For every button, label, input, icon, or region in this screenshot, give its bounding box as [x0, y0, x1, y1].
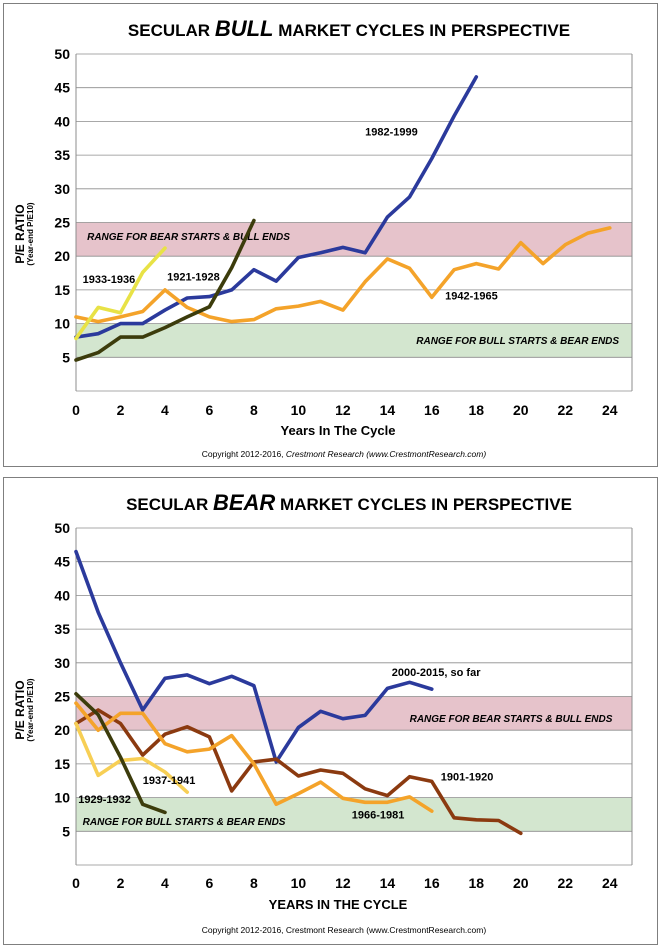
y-tick-label: 20	[54, 722, 70, 738]
x-tick-label: 18	[469, 402, 485, 418]
series-label: 1901-1920	[441, 772, 494, 784]
y-tick-label: 45	[54, 554, 70, 570]
series-label: 1937-1941	[143, 775, 196, 787]
bear-chart-svg: SECULAR BEAR MARKET CYCLES IN PERSPECTIV…	[13, 490, 633, 935]
y-tick-label: 35	[54, 621, 70, 637]
series-label: 1942-1965	[445, 290, 498, 302]
chart-title-suffix: MARKET CYCLES IN PERSPECTIVE	[273, 21, 570, 40]
band-label-0: RANGE FOR BEAR STARTS & BULL ENDS	[87, 232, 290, 243]
x-tick-label: 4	[161, 875, 169, 891]
copyright-text: Copyright 2012-2016, Crestmont Research …	[202, 449, 487, 459]
x-tick-label: 2	[117, 875, 125, 891]
y-tick-label: 20	[54, 248, 70, 264]
series-label: 2000-2015, so far	[392, 667, 481, 679]
series-line-1929-1932	[74, 692, 167, 815]
series-line-1982-1999	[74, 75, 479, 339]
x-tick-label: 16	[424, 875, 440, 891]
series-label: 1982-1999	[365, 127, 418, 139]
x-tick-label: 22	[557, 402, 573, 418]
y-tick-label: 40	[54, 113, 70, 129]
y-tick-label: 25	[54, 689, 70, 705]
x-tick-label: 12	[335, 875, 351, 891]
chart-title-emphasis: BULL	[215, 16, 274, 41]
series-line-1901-1920	[74, 708, 523, 836]
copyright-plain: Copyright 2012-2016,	[202, 449, 286, 459]
x-axis-label: YEARS IN THE CYCLE	[269, 897, 408, 912]
chart-title-prefix: SECULAR	[126, 495, 213, 514]
band-label-1: RANGE FOR BULL STARTS & BEAR ENDS	[416, 336, 619, 347]
copyright-text: Copyright 2012-2016, Crestmont Research …	[202, 925, 487, 935]
x-tick-label: 4	[161, 402, 169, 418]
y-axis-sublabel: (Year-end P/E10)	[26, 202, 35, 265]
series-line-1937-1941	[74, 721, 189, 795]
x-tick-label: 18	[469, 875, 485, 891]
series-label: 1929-1932	[78, 794, 131, 806]
y-tick-label: 50	[54, 46, 70, 62]
x-axis-label: Years In The Cycle	[281, 423, 396, 438]
y-tick-label: 25	[54, 215, 70, 231]
x-tick-label: 14	[380, 402, 396, 418]
copyright-plain: Copyright 2012-2016, Crestmont Research …	[202, 925, 487, 935]
x-tick-label: 8	[250, 402, 258, 418]
x-tick-label: 0	[72, 402, 80, 418]
y-tick-label: 10	[54, 316, 70, 332]
bull-chart-svg: SECULAR BULL MARKET CYCLES IN PERSPECTIV…	[13, 16, 633, 459]
x-tick-label: 6	[206, 875, 214, 891]
x-tick-label: 0	[72, 875, 80, 891]
x-tick-label: 20	[513, 402, 529, 418]
x-tick-label: 2	[117, 402, 125, 418]
band-label-1: RANGE FOR BULL STARTS & BEAR ENDS	[83, 817, 286, 828]
x-tick-label: 24	[602, 402, 618, 418]
chart-title: SECULAR BULL MARKET CYCLES IN PERSPECTIV…	[128, 16, 570, 41]
x-tick-label: 10	[291, 402, 307, 418]
y-tick-label: 30	[54, 655, 70, 671]
x-tick-label: 12	[335, 402, 351, 418]
series-label: 1921-1928	[167, 271, 220, 283]
x-tick-label: 10	[291, 875, 307, 891]
y-tick-label: 35	[54, 147, 70, 163]
copyright-italic: Crestmont Research (www.CrestmontResearc…	[286, 449, 486, 459]
bear-chart-panel: SECULAR BEAR MARKET CYCLES IN PERSPECTIV…	[3, 477, 658, 945]
series-label: 1966-1981	[352, 809, 405, 821]
series-line-1942-1965	[74, 226, 612, 324]
x-tick-label: 22	[557, 875, 573, 891]
y-tick-label: 5	[62, 823, 70, 839]
x-tick-label: 16	[424, 402, 440, 418]
x-tick-label: 6	[206, 402, 214, 418]
y-axis-label: P/E RATIO	[13, 680, 27, 739]
band-1	[76, 797, 632, 832]
y-axis-sublabel: (Year-end P/E10)	[26, 678, 35, 741]
band-label-0: RANGE FOR BEAR STARTS & BULL ENDS	[410, 714, 613, 725]
x-tick-label: 20	[513, 875, 529, 891]
x-tick-label: 24	[602, 875, 618, 891]
y-tick-label: 10	[54, 790, 70, 806]
chart-title-emphasis: BEAR	[213, 490, 275, 515]
x-tick-label: 14	[380, 875, 396, 891]
band-0	[76, 696, 632, 731]
y-tick-label: 45	[54, 80, 70, 96]
y-axis-label: P/E RATIO	[13, 204, 27, 263]
bull-chart-panel: SECULAR BULL MARKET CYCLES IN PERSPECTIV…	[3, 3, 658, 467]
series-line-1966-1981	[74, 701, 434, 813]
series-label: 1933-1936	[83, 274, 136, 286]
y-tick-label: 50	[54, 520, 70, 536]
y-tick-label: 30	[54, 181, 70, 197]
series-line-2000-2015, so far	[74, 549, 434, 764]
y-tick-label: 40	[54, 587, 70, 603]
band-1	[76, 323, 632, 358]
series-line-1921-1928	[74, 218, 256, 362]
chart-title-suffix: MARKET CYCLES IN PERSPECTIVE	[275, 495, 572, 514]
y-tick-label: 5	[62, 349, 70, 365]
chart-title-prefix: SECULAR	[128, 21, 215, 40]
chart-title: SECULAR BEAR MARKET CYCLES IN PERSPECTIV…	[126, 490, 572, 515]
y-tick-label: 15	[54, 282, 70, 298]
series-line-1933-1936	[74, 246, 167, 341]
x-tick-label: 8	[250, 875, 258, 891]
y-tick-label: 15	[54, 756, 70, 772]
